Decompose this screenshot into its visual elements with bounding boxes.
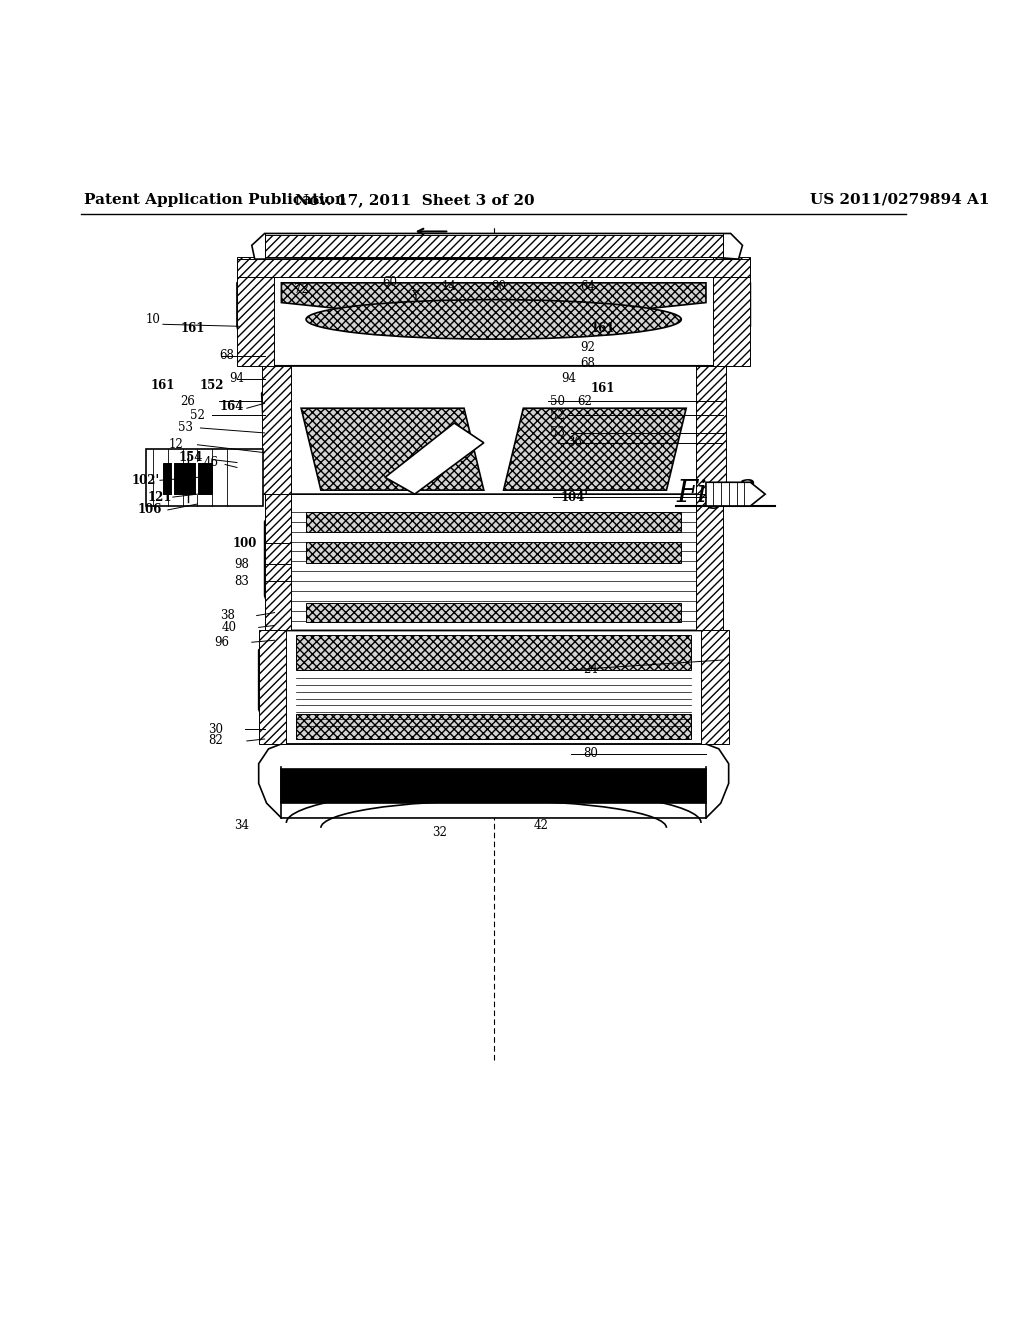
Text: 161: 161: [180, 322, 205, 335]
Text: 104': 104': [560, 491, 589, 504]
Text: Y: Y: [411, 290, 419, 304]
Text: 90: 90: [492, 280, 506, 293]
Text: 42: 42: [534, 820, 549, 833]
Bar: [237, 259, 751, 277]
Ellipse shape: [306, 300, 681, 339]
Bar: [713, 257, 751, 366]
Polygon shape: [301, 408, 483, 490]
Bar: [696, 366, 726, 494]
Bar: [259, 631, 287, 744]
Polygon shape: [706, 482, 765, 506]
Polygon shape: [252, 234, 742, 259]
Text: 106: 106: [138, 503, 162, 516]
Text: 164: 164: [220, 400, 244, 413]
Text: 34: 34: [234, 820, 250, 833]
Polygon shape: [237, 257, 751, 366]
Bar: [262, 366, 291, 494]
Text: 121: 121: [147, 491, 172, 504]
Bar: [146, 449, 262, 506]
Text: 72: 72: [294, 284, 308, 296]
Polygon shape: [385, 422, 483, 494]
Text: 50: 50: [550, 395, 565, 408]
Bar: [701, 631, 729, 744]
Polygon shape: [262, 366, 726, 494]
Text: 53: 53: [178, 421, 194, 434]
Text: 68: 68: [580, 358, 595, 371]
Text: 26: 26: [180, 395, 195, 408]
Text: 44: 44: [583, 780, 598, 793]
Bar: [296, 635, 691, 669]
Text: 36: 36: [567, 437, 582, 449]
Bar: [306, 541, 681, 564]
Text: 32: 32: [432, 826, 446, 840]
Bar: [306, 512, 681, 532]
Bar: [282, 768, 706, 803]
Text: 52: 52: [551, 409, 565, 421]
Text: 62: 62: [578, 395, 592, 408]
Polygon shape: [259, 744, 729, 818]
Text: 40: 40: [221, 620, 237, 634]
Bar: [264, 494, 291, 631]
Bar: [696, 494, 723, 631]
Text: 98: 98: [234, 558, 249, 570]
Text: 82: 82: [208, 734, 222, 747]
Text: 10: 10: [145, 313, 161, 326]
Bar: [264, 235, 723, 257]
Polygon shape: [504, 408, 686, 490]
Text: 154: 154: [178, 451, 203, 465]
Text: US 2011/0279894 A1: US 2011/0279894 A1: [810, 193, 989, 207]
Polygon shape: [282, 282, 706, 318]
Text: 100: 100: [232, 537, 257, 550]
Text: 24: 24: [583, 664, 598, 676]
Text: 12: 12: [168, 438, 183, 451]
Text: 30: 30: [208, 722, 223, 735]
Bar: [306, 603, 681, 623]
Text: 68: 68: [220, 350, 234, 363]
Text: Nov. 17, 2011  Sheet 3 of 20: Nov. 17, 2011 Sheet 3 of 20: [295, 193, 535, 207]
Text: 102': 102': [131, 474, 159, 487]
Text: 64: 64: [580, 280, 595, 293]
Bar: [237, 257, 274, 366]
Text: 96: 96: [215, 636, 229, 648]
Text: 80: 80: [583, 747, 598, 760]
Text: 83: 83: [234, 574, 249, 587]
Text: 152: 152: [200, 379, 224, 392]
Text: 94: 94: [561, 372, 577, 385]
Polygon shape: [259, 631, 729, 744]
Text: 92: 92: [580, 342, 595, 355]
Text: 161: 161: [590, 322, 614, 335]
Text: 46: 46: [204, 455, 219, 469]
Text: 161: 161: [590, 381, 614, 395]
Bar: [163, 462, 212, 494]
Text: 94: 94: [229, 372, 245, 385]
Text: 60: 60: [383, 276, 397, 289]
Text: 14: 14: [441, 280, 457, 293]
Text: 52: 52: [190, 409, 205, 421]
Text: Patent Application Publication: Patent Application Publication: [84, 193, 346, 207]
Text: Fig-3: Fig-3: [676, 478, 757, 510]
Polygon shape: [264, 494, 723, 631]
Text: 38: 38: [220, 609, 234, 622]
Bar: [296, 714, 691, 739]
Text: 161: 161: [151, 379, 175, 392]
Text: 53: 53: [550, 426, 565, 440]
